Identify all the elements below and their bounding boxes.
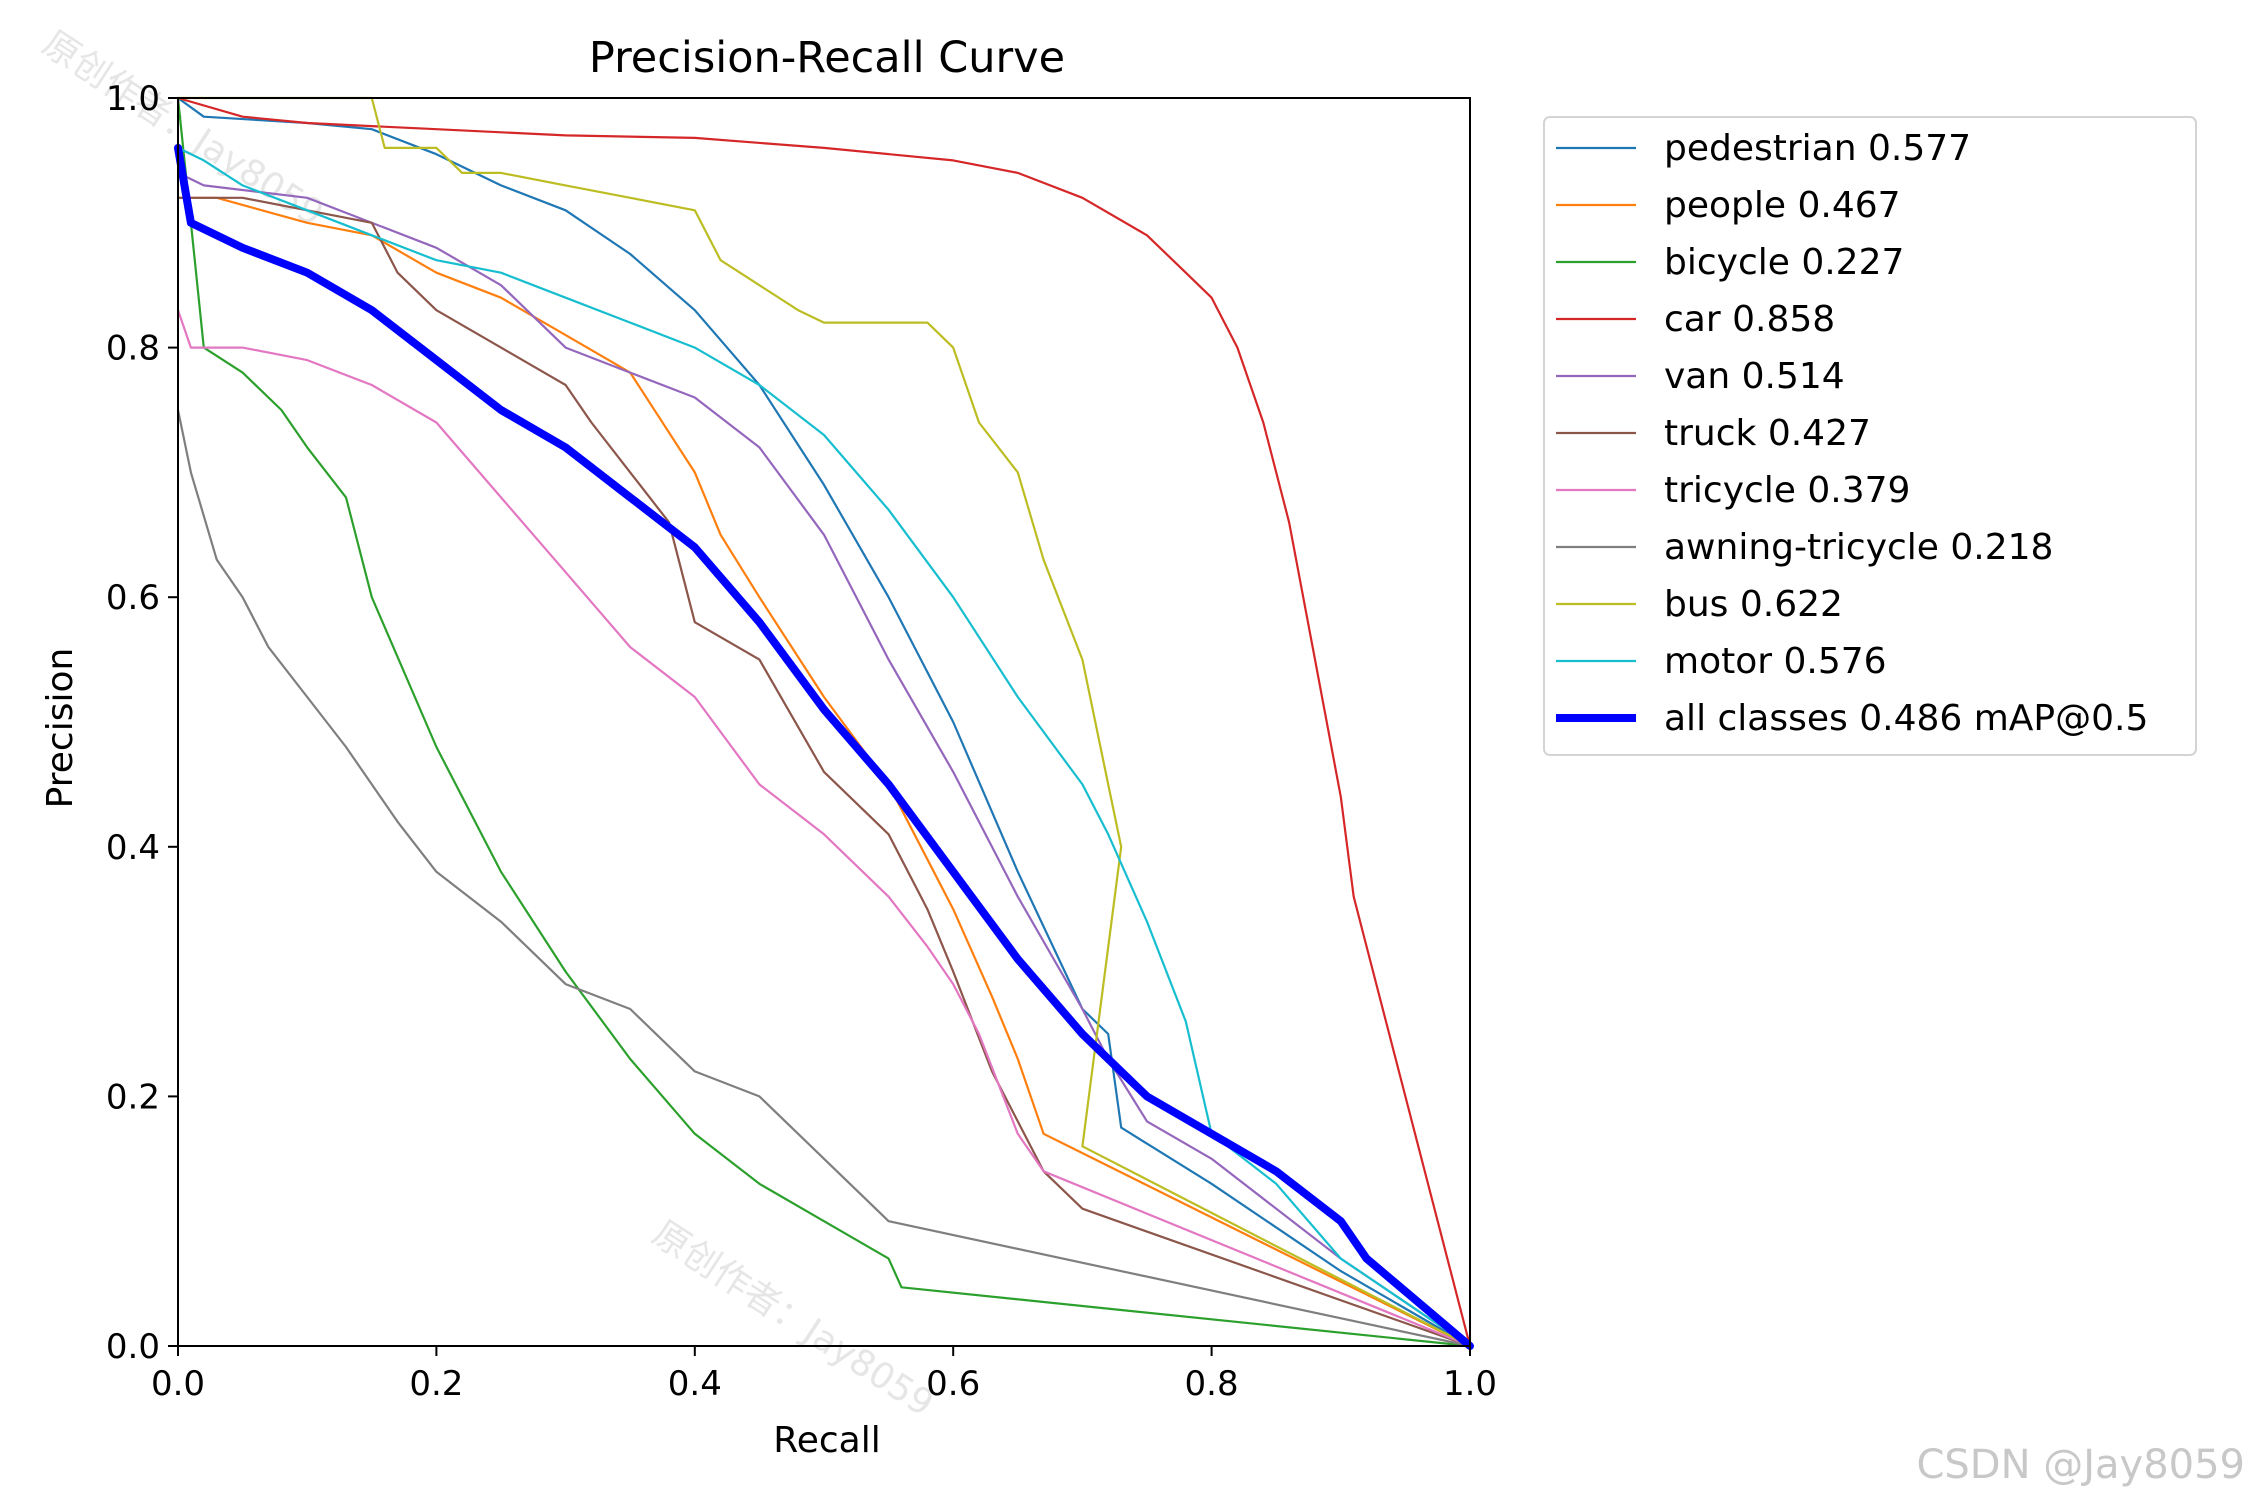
y-tick-label: 0.4: [106, 828, 160, 868]
y-axis-label: Precision: [40, 648, 81, 809]
legend-label: car 0.858: [1664, 299, 1835, 340]
x-tick-label: 0.2: [409, 1364, 463, 1404]
y-tick-label: 1.0: [106, 79, 160, 119]
x-tick-label: 0.0: [151, 1364, 205, 1404]
legend-box: [1543, 116, 2197, 756]
series-line-bicycle: [176, 96, 1472, 1348]
series-line-pedestrian: [176, 96, 1472, 1348]
legend-label: bus 0.622: [1664, 584, 1843, 625]
series-line-all-classes: [174, 143, 1474, 1350]
series-line-awning-tricycle: [176, 408, 1472, 1348]
legend: pedestrian 0.577 people 0.467 bicycle 0.22…: [1543, 116, 2197, 756]
legend-label: pedestrian 0.577: [1664, 128, 1971, 169]
legend-label: truck 0.427: [1664, 413, 1871, 454]
x-tick-label: 0.4: [668, 1364, 722, 1404]
x-axis-label: Recall: [773, 1420, 880, 1461]
series-line-tricycle: [176, 309, 1472, 1348]
series-line-van: [176, 171, 1472, 1348]
series-line-truck: [176, 196, 1472, 1348]
series-line-people: [176, 196, 1472, 1348]
legend-label: people 0.467: [1664, 185, 1901, 226]
x-tick-label: 1.0: [1443, 1364, 1497, 1404]
y-tick-label: 0.6: [106, 578, 160, 618]
series-line-bus: [176, 96, 1472, 1348]
legend-label: awning-tricycle 0.218: [1664, 527, 2053, 568]
x-tick-label: 0.8: [1185, 1364, 1239, 1404]
legend-label: motor 0.576: [1664, 641, 1887, 682]
series-line-motor: [176, 146, 1472, 1348]
legend-label: tricycle 0.379: [1664, 470, 1910, 511]
y-tick-label: 0.8: [106, 329, 160, 369]
corner-watermark: CSDN @Jay8059: [1916, 1442, 2245, 1488]
y-tick-label: 0.0: [106, 1327, 160, 1367]
legend-label: van 0.514: [1664, 356, 1845, 397]
legend-label: bicycle 0.227: [1664, 242, 1904, 283]
chart-title: Precision-Recall Curve: [589, 33, 1065, 83]
series-line-car: [176, 96, 1472, 1348]
y-tick-label: 0.2: [106, 1077, 160, 1117]
legend-label: all classes 0.486 mAP@0.5: [1664, 698, 2148, 739]
axes-frame: [177, 97, 1471, 1347]
x-tick-label: 0.6: [926, 1364, 980, 1404]
